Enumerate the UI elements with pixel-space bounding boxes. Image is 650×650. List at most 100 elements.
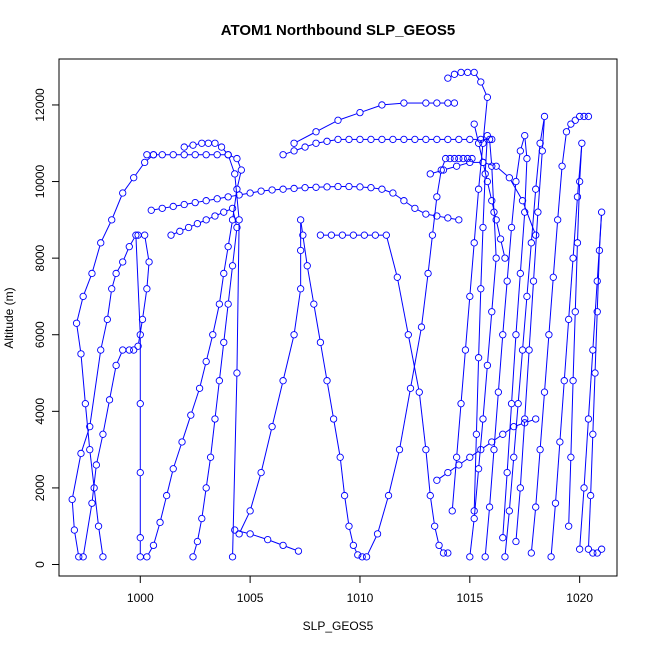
series-segment (473, 192, 479, 240)
series-segment (340, 113, 358, 120)
data-point (597, 545, 606, 553)
series-segment (517, 353, 523, 401)
series-segment (410, 330, 422, 386)
series-segment (210, 422, 216, 455)
data-point (228, 553, 237, 561)
data-point (235, 191, 243, 199)
data-point (466, 292, 474, 301)
data-point (297, 216, 305, 224)
data-point (483, 131, 492, 140)
data-point (132, 231, 140, 239)
data-point (75, 553, 83, 561)
data-point (545, 331, 553, 339)
data-point (136, 400, 144, 408)
series-segment (199, 364, 206, 386)
data-point (422, 135, 430, 144)
series-segment (234, 177, 240, 217)
data-point (450, 99, 459, 107)
data-point (466, 135, 474, 144)
series-segment (333, 422, 341, 455)
series-segment (489, 452, 495, 504)
data-point (136, 534, 144, 542)
series-segment (386, 238, 397, 275)
chart-title: ATOM1 Northbound SLP_GEOS5 (221, 22, 455, 39)
data-point (228, 262, 237, 270)
series-3 (72, 151, 158, 561)
data-point (463, 154, 472, 163)
data-point (488, 162, 496, 170)
data-point (362, 553, 371, 561)
data-point (483, 93, 492, 101)
data-point (384, 491, 393, 500)
data-point (538, 147, 546, 155)
series-segment (94, 491, 99, 524)
data-point (547, 553, 555, 561)
data-point (512, 537, 520, 546)
data-point (477, 78, 485, 86)
data-point (334, 116, 342, 124)
series-segment (540, 119, 545, 141)
series-segment (107, 291, 112, 317)
series-segment (419, 395, 427, 447)
series-segment (478, 291, 482, 355)
data-point (336, 453, 344, 461)
series-segment (596, 253, 600, 309)
data-point (119, 346, 127, 354)
data-point (411, 135, 419, 144)
series-segment (226, 209, 230, 212)
data-point (312, 128, 320, 136)
data-point (589, 430, 597, 438)
data-point (479, 158, 487, 167)
series-segment (101, 222, 111, 241)
series-segment (270, 540, 281, 545)
data-point (536, 139, 544, 147)
series-segment (112, 195, 122, 218)
data-point (503, 277, 511, 285)
data-point (523, 292, 531, 301)
data-point (512, 177, 520, 186)
series-segment (219, 345, 224, 378)
series-7 (180, 139, 243, 561)
data-point (86, 445, 94, 454)
data-point (301, 143, 309, 151)
data-point (211, 212, 219, 220)
y-tick-label: 2000 (33, 474, 47, 501)
data-point (450, 154, 459, 163)
series-segment (480, 230, 484, 286)
series-segment (198, 200, 204, 203)
series-segment (232, 376, 238, 554)
data-point (202, 216, 210, 224)
data-point (279, 541, 287, 550)
series-segment (588, 498, 592, 547)
series-segment (579, 491, 585, 547)
data-point (143, 151, 151, 159)
series-segment (187, 202, 193, 205)
data-point (345, 135, 353, 144)
data-point (584, 545, 593, 553)
series-segment (439, 216, 445, 218)
data-point (103, 315, 111, 324)
series-segment (76, 326, 82, 351)
data-point (586, 491, 595, 500)
data-point (426, 491, 434, 500)
series-20 (433, 415, 540, 484)
series-segment (568, 261, 574, 317)
data-point (99, 430, 107, 438)
series-segment (469, 521, 475, 554)
series-segment (200, 220, 204, 223)
series-segment (408, 337, 420, 390)
series-segment (285, 151, 292, 155)
series-segment (427, 238, 433, 271)
data-point (532, 185, 540, 193)
series-segment (300, 222, 303, 233)
data-point (149, 541, 158, 550)
data-point (597, 208, 606, 216)
series-segment (89, 353, 101, 424)
data-point (455, 154, 463, 163)
data-point (532, 231, 540, 239)
data-point (79, 553, 87, 561)
data-point (534, 208, 542, 216)
data-point (162, 491, 171, 500)
series-segment (599, 215, 602, 248)
